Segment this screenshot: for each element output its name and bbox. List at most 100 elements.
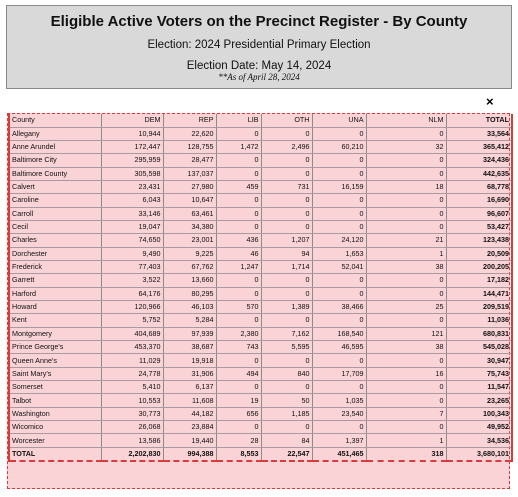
value-cell: 20,509 — [446, 247, 513, 261]
value-cell: 38,466 — [312, 300, 367, 315]
value-cell: 2,496 — [261, 140, 313, 155]
value-cell: 305,598 — [101, 167, 164, 181]
county-cell: Talbot — [8, 393, 102, 408]
table-row: Allegany 10,944 22,620 0 0 0 0 33,564 — [8, 127, 513, 141]
value-cell: 19 — [216, 393, 262, 408]
column-header: UNA — [312, 114, 367, 128]
value-cell: 1 — [366, 433, 447, 448]
county-cell: Washington — [8, 407, 102, 422]
value-cell: 0 — [261, 127, 313, 141]
value-cell: 0 — [366, 287, 447, 301]
value-cell: 0 — [312, 167, 367, 181]
value-cell: 545,028 — [446, 340, 513, 355]
value-cell: 17,709 — [312, 367, 367, 382]
table-row: Baltimore County 305,598 137,037 0 0 0 0 442,63… — [8, 167, 513, 181]
totals-row: TOTAL 2,202,830 994,388 8,553 22,547 451,465 3… — [8, 447, 513, 462]
column-header: County — [8, 114, 102, 128]
value-cell: 404,689 — [101, 327, 164, 342]
value-cell: 318 — [366, 447, 447, 462]
value-cell: 0 — [366, 153, 447, 168]
value-cell: 1,247 — [216, 260, 262, 275]
value-cell: 22,620 — [163, 127, 217, 141]
value-cell: 451,465 — [312, 447, 367, 462]
value-cell: 11,029 — [101, 353, 164, 368]
close-icon[interactable]: × — [486, 94, 494, 109]
value-cell: 5,284 — [163, 313, 217, 328]
value-cell: 0 — [366, 313, 447, 328]
table-row: Saint Mary's 24,778 31,906 494 840 17,709 16 75… — [8, 367, 513, 382]
election-name: Election: 2024 Presidential Primary Elec… — [147, 39, 371, 51]
value-cell: 10,553 — [101, 393, 164, 408]
value-cell: 63,461 — [163, 207, 217, 221]
value-cell: 27,980 — [163, 180, 217, 195]
value-cell: 94 — [261, 247, 313, 261]
value-cell: 6,043 — [101, 193, 164, 208]
county-cell: Wicomico — [8, 420, 102, 435]
table-row: Worcester 13,586 19,440 28 84 1,397 1 34,536 — [8, 433, 513, 448]
value-cell: 0 — [261, 287, 313, 301]
value-cell: 0 — [261, 153, 313, 168]
value-cell: 1,472 — [216, 140, 262, 155]
value-cell: 1,714 — [261, 260, 313, 275]
value-cell: 0 — [312, 287, 367, 301]
value-cell: 1,389 — [261, 300, 313, 315]
value-cell: 365,412 — [446, 140, 513, 155]
value-cell: 0 — [366, 380, 447, 395]
value-cell: 324,436 — [446, 153, 513, 168]
value-cell: 121 — [366, 327, 447, 342]
value-cell: 46,103 — [163, 300, 217, 315]
table-row: Baltimore City 295,959 28,477 0 0 0 0 324,436 — [8, 153, 513, 168]
value-cell: 26,068 — [101, 420, 164, 435]
value-cell: 44,182 — [163, 407, 217, 422]
value-cell: 494 — [216, 367, 262, 382]
value-cell: 30,947 — [446, 353, 513, 368]
value-cell: 84 — [261, 433, 313, 448]
value-cell: 31,906 — [163, 367, 217, 382]
value-cell: 34,380 — [163, 220, 217, 235]
value-cell: 0 — [366, 420, 447, 435]
column-header: REP — [163, 114, 217, 128]
value-cell: 0 — [366, 273, 447, 288]
value-cell: 23,540 — [312, 407, 367, 422]
county-cell: Calvert — [8, 180, 102, 195]
value-cell: 53,427 — [446, 220, 513, 235]
value-cell: 28,477 — [163, 153, 217, 168]
voter-table: County DEM REP LIB OTH UNA NLM TOTAL Allegany 10,… — [8, 114, 513, 462]
value-cell: 1,397 — [312, 433, 367, 448]
value-cell: 295,959 — [101, 153, 164, 168]
county-cell: Saint Mary's — [8, 367, 102, 382]
value-cell: 0 — [261, 420, 313, 435]
value-cell: 1,207 — [261, 233, 313, 248]
county-cell: Frederick — [8, 260, 102, 275]
value-cell: 0 — [312, 380, 367, 395]
table-row: Caroline 6,043 10,647 0 0 0 0 16,690 — [8, 193, 513, 208]
value-cell: 6,137 — [163, 380, 217, 395]
value-cell: 97,939 — [163, 327, 217, 342]
table-row: Frederick 77,403 67,762 1,247 1,714 52,041 38 2… — [8, 260, 513, 275]
value-cell: 3,522 — [101, 273, 164, 288]
value-cell: 0 — [366, 193, 447, 208]
county-cell: Carroll — [8, 207, 102, 221]
value-cell: 0 — [216, 273, 262, 288]
voter-table-container: County DEM REP LIB OTH UNA NLM TOTAL Allegany 10,… — [7, 113, 513, 489]
value-cell: 5,752 — [101, 313, 164, 328]
value-cell: 23,001 — [163, 233, 217, 248]
county-cell: Dorchester — [8, 247, 102, 261]
value-cell: 0 — [366, 220, 447, 235]
table-row: Washington 30,773 44,182 656 1,185 23,540 7 100… — [8, 407, 513, 422]
value-cell: 0 — [216, 127, 262, 141]
county-cell: Anne Arundel — [8, 140, 102, 155]
value-cell: 123,438 — [446, 233, 513, 248]
value-cell: 46 — [216, 247, 262, 261]
value-cell: 0 — [261, 273, 313, 288]
table-row: Charles 74,650 23,001 436 1,207 24,120 21 123,4… — [8, 233, 513, 248]
county-cell: Prince George's — [8, 340, 102, 355]
value-cell: 10,647 — [163, 193, 217, 208]
value-cell: 680,831 — [446, 327, 513, 342]
value-cell: 75,743 — [446, 367, 513, 382]
table-row: Talbot 10,553 11,608 19 50 1,035 0 23,265 — [8, 393, 513, 408]
value-cell: 172,447 — [101, 140, 164, 155]
value-cell: 67,762 — [163, 260, 217, 275]
table-row: Montgomery 404,689 97,939 2,380 7,162 168,540… — [8, 327, 513, 342]
value-cell: 0 — [366, 207, 447, 221]
